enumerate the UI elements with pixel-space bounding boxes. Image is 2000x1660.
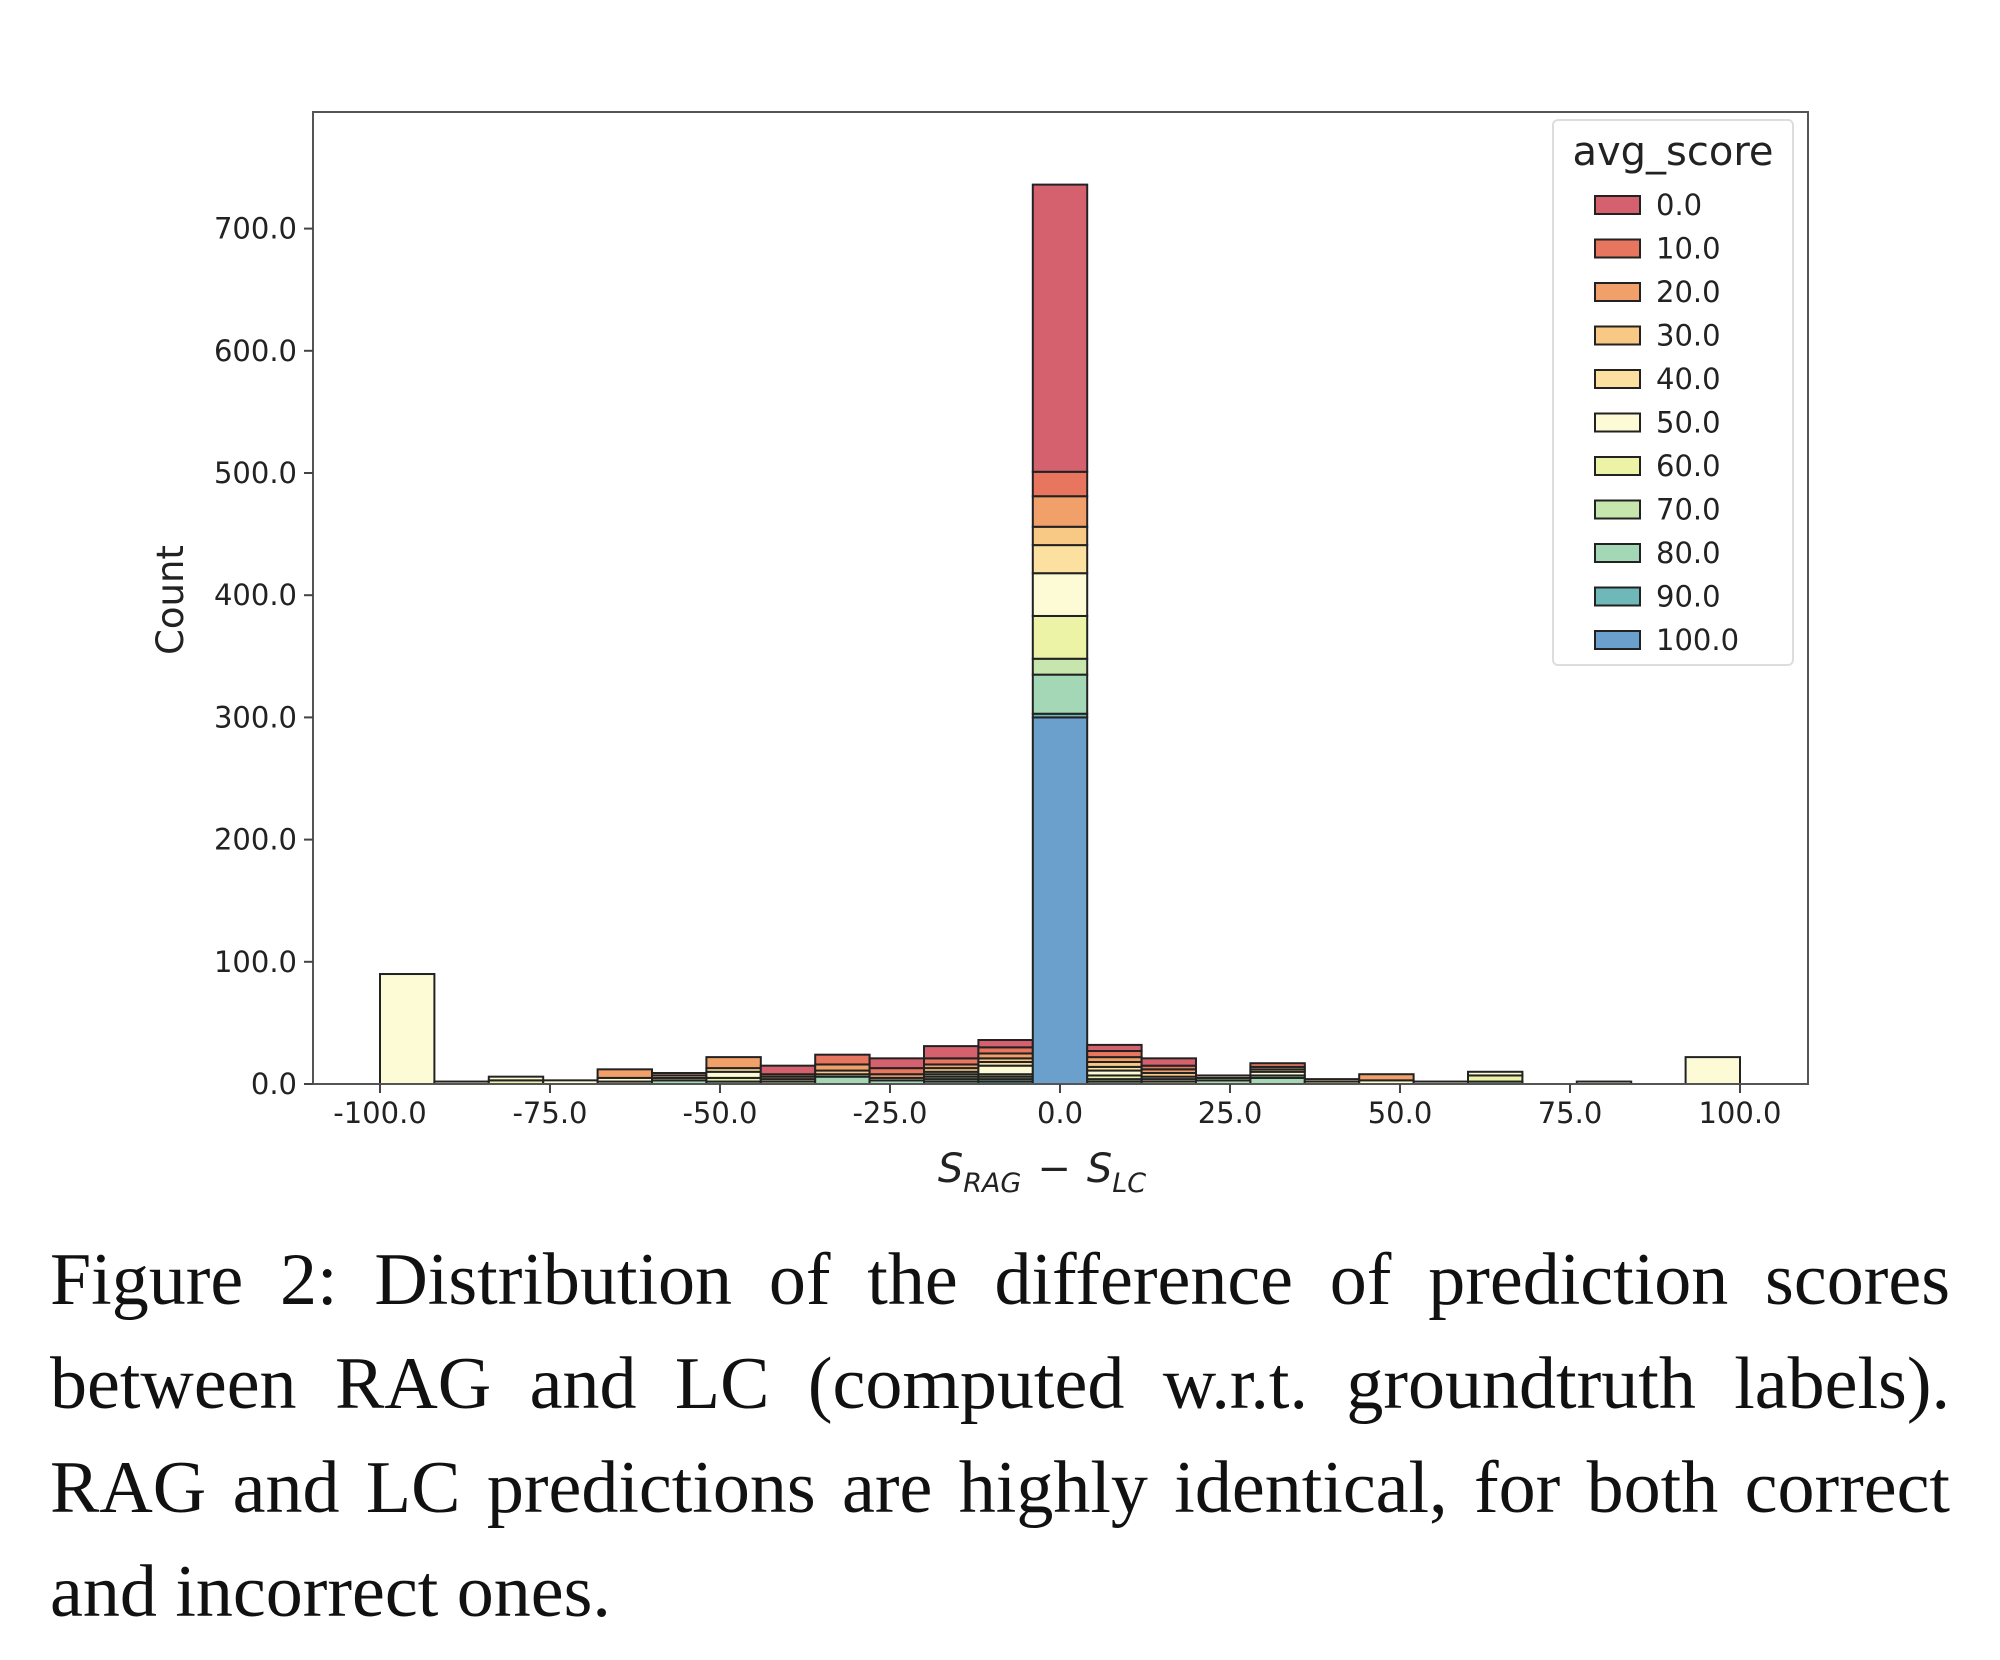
bar-segment bbox=[1031, 183, 1089, 473]
bar-segment bbox=[1031, 716, 1089, 1086]
x-tick-label: -100.0 bbox=[333, 1096, 427, 1130]
x-tick-label: -50.0 bbox=[682, 1096, 757, 1130]
y-tick-label: 600.0 bbox=[214, 334, 297, 368]
bar-segment bbox=[1031, 614, 1089, 660]
x-tick-label: -25.0 bbox=[852, 1096, 927, 1130]
legend-label: 100.0 bbox=[1656, 623, 1739, 657]
y-axis-ticks: 0.0 100.0 200.0 300.0 400.0 500.0 600.0 700.0 bbox=[214, 212, 313, 1101]
y-tick-label: 200.0 bbox=[214, 823, 297, 857]
bar-segment bbox=[1684, 1056, 1741, 1085]
legend-label: 30.0 bbox=[1656, 319, 1721, 353]
x-tick-label: 25.0 bbox=[1198, 1096, 1263, 1130]
bar-segment bbox=[1195, 1074, 1252, 1079]
legend-label: 50.0 bbox=[1656, 406, 1721, 440]
legend-swatch bbox=[1594, 456, 1641, 476]
bar-segment bbox=[705, 1056, 762, 1070]
legend-label: 90.0 bbox=[1656, 580, 1721, 614]
legend-label: 70.0 bbox=[1656, 493, 1721, 527]
x-tick-label: 100.0 bbox=[1698, 1096, 1781, 1130]
legend-label: 10.0 bbox=[1656, 232, 1721, 266]
legend: avg_score 0.0 10.0 20.0 30.0 40.0 50.0 60.0 70.… bbox=[1552, 119, 1794, 666]
histogram-chart: 0.0 100.0 200.0 300.0 400.0 500.0 600.0 700.0 -… bbox=[149, 111, 1809, 1199]
bar-segment bbox=[814, 1075, 871, 1085]
y-tick-label: 400.0 bbox=[214, 578, 297, 612]
x-axis-ticks: -100.0 -75.0 -50.0 -25.0 0.0 25.0 50.0 75.0 100.… bbox=[333, 1084, 1782, 1130]
legend-swatch bbox=[1594, 195, 1641, 215]
x-tick-label: 0.0 bbox=[1037, 1096, 1083, 1130]
legend-label: 0.0 bbox=[1656, 188, 1702, 222]
bar-segment bbox=[1031, 525, 1089, 547]
legend-label: 20.0 bbox=[1656, 275, 1721, 309]
legend-swatch bbox=[1594, 325, 1641, 346]
x-tick-label: 75.0 bbox=[1538, 1096, 1603, 1130]
bar-segment bbox=[923, 1045, 980, 1060]
bar-segment bbox=[868, 1057, 925, 1070]
y-tick-label: 500.0 bbox=[214, 456, 297, 490]
legend-items: 0.0 10.0 20.0 30.0 40.0 50.0 60.0 70.0 80.0 90.0 1… bbox=[1594, 188, 1739, 657]
bar-segment bbox=[759, 1064, 817, 1076]
legend-label: 80.0 bbox=[1656, 536, 1721, 570]
legend-swatch bbox=[1594, 238, 1641, 259]
y-tick-label: 700.0 bbox=[214, 212, 297, 246]
bar-segment bbox=[379, 973, 436, 1086]
x-axis-label: SRAG − SLC bbox=[938, 1146, 1146, 1199]
bar-segment bbox=[651, 1072, 708, 1077]
bar-segment bbox=[1303, 1078, 1361, 1083]
bar-segment bbox=[1031, 544, 1089, 575]
bar-segment bbox=[1467, 1070, 1524, 1077]
bar-segment bbox=[1031, 470, 1089, 498]
y-tick-label: 100.0 bbox=[214, 945, 297, 979]
bar-segment bbox=[1140, 1057, 1197, 1067]
legend-label: 40.0 bbox=[1656, 362, 1721, 396]
bar-segment bbox=[1086, 1043, 1143, 1053]
bar-segment bbox=[977, 1064, 1034, 1076]
bar-segment bbox=[1031, 673, 1089, 715]
legend-swatch bbox=[1594, 369, 1641, 389]
figure-caption: Figure 2: Distribution of the difference… bbox=[50, 1239, 1950, 1633]
bars-layer bbox=[379, 183, 1741, 1086]
bar-segment bbox=[1031, 572, 1089, 617]
y-tick-label: 300.0 bbox=[214, 700, 297, 734]
bar-segment bbox=[1358, 1073, 1415, 1082]
y-axis-label: Count bbox=[149, 545, 192, 655]
legend-swatch bbox=[1594, 630, 1641, 650]
y-tick-label: 0.0 bbox=[251, 1067, 297, 1101]
legend-swatch bbox=[1594, 412, 1641, 433]
legend-swatch bbox=[1594, 543, 1641, 563]
legend-swatch bbox=[1594, 282, 1641, 302]
bar-segment bbox=[487, 1075, 545, 1082]
legend-title: avg_score bbox=[1572, 129, 1773, 175]
bar-segment bbox=[814, 1053, 871, 1066]
legend-swatch bbox=[1594, 499, 1641, 520]
bar-segment bbox=[977, 1039, 1034, 1049]
bar-segment bbox=[596, 1068, 653, 1079]
legend-label: 60.0 bbox=[1656, 449, 1721, 483]
bar-segment bbox=[1031, 657, 1089, 676]
bar-segment bbox=[1031, 495, 1089, 528]
bar-segment bbox=[1249, 1062, 1306, 1068]
x-tick-label: 50.0 bbox=[1368, 1096, 1433, 1130]
legend-swatch bbox=[1594, 586, 1641, 607]
x-tick-label: -75.0 bbox=[512, 1096, 587, 1130]
